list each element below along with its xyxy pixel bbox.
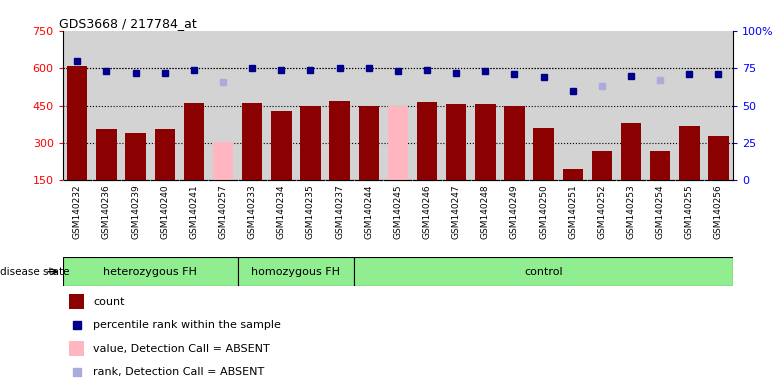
Bar: [533, 128, 554, 180]
Bar: [271, 111, 292, 180]
Text: disease state: disease state: [0, 266, 70, 277]
Bar: [387, 106, 408, 180]
Text: GSM140251: GSM140251: [568, 184, 577, 239]
Text: GSM140246: GSM140246: [423, 184, 431, 239]
Text: GSM140257: GSM140257: [219, 184, 227, 239]
Text: GSM140240: GSM140240: [160, 184, 169, 239]
Text: GSM140236: GSM140236: [102, 184, 111, 239]
Bar: [70, 341, 84, 356]
Bar: [70, 294, 84, 309]
Bar: [354, 257, 733, 286]
Text: heterozygous FH: heterozygous FH: [103, 266, 197, 277]
Text: GSM140232: GSM140232: [73, 184, 82, 239]
Bar: [358, 106, 379, 180]
Bar: [708, 136, 728, 180]
Bar: [96, 129, 117, 180]
Text: GSM140248: GSM140248: [481, 184, 490, 239]
Bar: [446, 104, 466, 180]
Text: GSM140252: GSM140252: [597, 184, 606, 239]
Bar: [183, 103, 204, 180]
Bar: [679, 126, 699, 180]
Bar: [475, 104, 495, 180]
Text: GSM140254: GSM140254: [655, 184, 665, 239]
Text: GSM140239: GSM140239: [131, 184, 140, 239]
Bar: [417, 102, 437, 180]
Text: GDS3668 / 217784_at: GDS3668 / 217784_at: [60, 17, 197, 30]
Text: GSM140237: GSM140237: [335, 184, 344, 239]
Bar: [650, 151, 670, 180]
Bar: [621, 123, 641, 180]
Bar: [300, 106, 321, 180]
Text: GSM140235: GSM140235: [306, 184, 315, 239]
Text: GSM140253: GSM140253: [626, 184, 636, 239]
Text: GSM140247: GSM140247: [452, 184, 461, 239]
Text: GSM140250: GSM140250: [539, 184, 548, 239]
Text: value, Detection Call = ABSENT: value, Detection Call = ABSENT: [93, 344, 270, 354]
Bar: [592, 151, 612, 180]
Bar: [504, 106, 524, 180]
Bar: [67, 66, 88, 180]
Bar: [154, 129, 175, 180]
Bar: [63, 257, 238, 286]
Text: control: control: [524, 266, 563, 277]
Text: GSM140244: GSM140244: [365, 184, 373, 239]
Bar: [125, 133, 146, 180]
Text: rank, Detection Call = ABSENT: rank, Detection Call = ABSENT: [93, 367, 264, 377]
Bar: [212, 142, 233, 180]
Text: GSM140256: GSM140256: [714, 184, 723, 239]
Text: GSM140233: GSM140233: [248, 184, 256, 239]
Bar: [329, 101, 350, 180]
Text: GSM140249: GSM140249: [510, 184, 519, 239]
Bar: [238, 257, 354, 286]
Text: GSM140255: GSM140255: [684, 184, 694, 239]
Text: count: count: [93, 297, 125, 307]
Text: GSM140234: GSM140234: [277, 184, 286, 239]
Text: percentile rank within the sample: percentile rank within the sample: [93, 320, 281, 330]
Bar: [242, 103, 263, 180]
Text: GSM140241: GSM140241: [190, 184, 198, 239]
Text: homozygous FH: homozygous FH: [252, 266, 340, 277]
Bar: [563, 169, 583, 180]
Text: GSM140245: GSM140245: [394, 184, 402, 239]
